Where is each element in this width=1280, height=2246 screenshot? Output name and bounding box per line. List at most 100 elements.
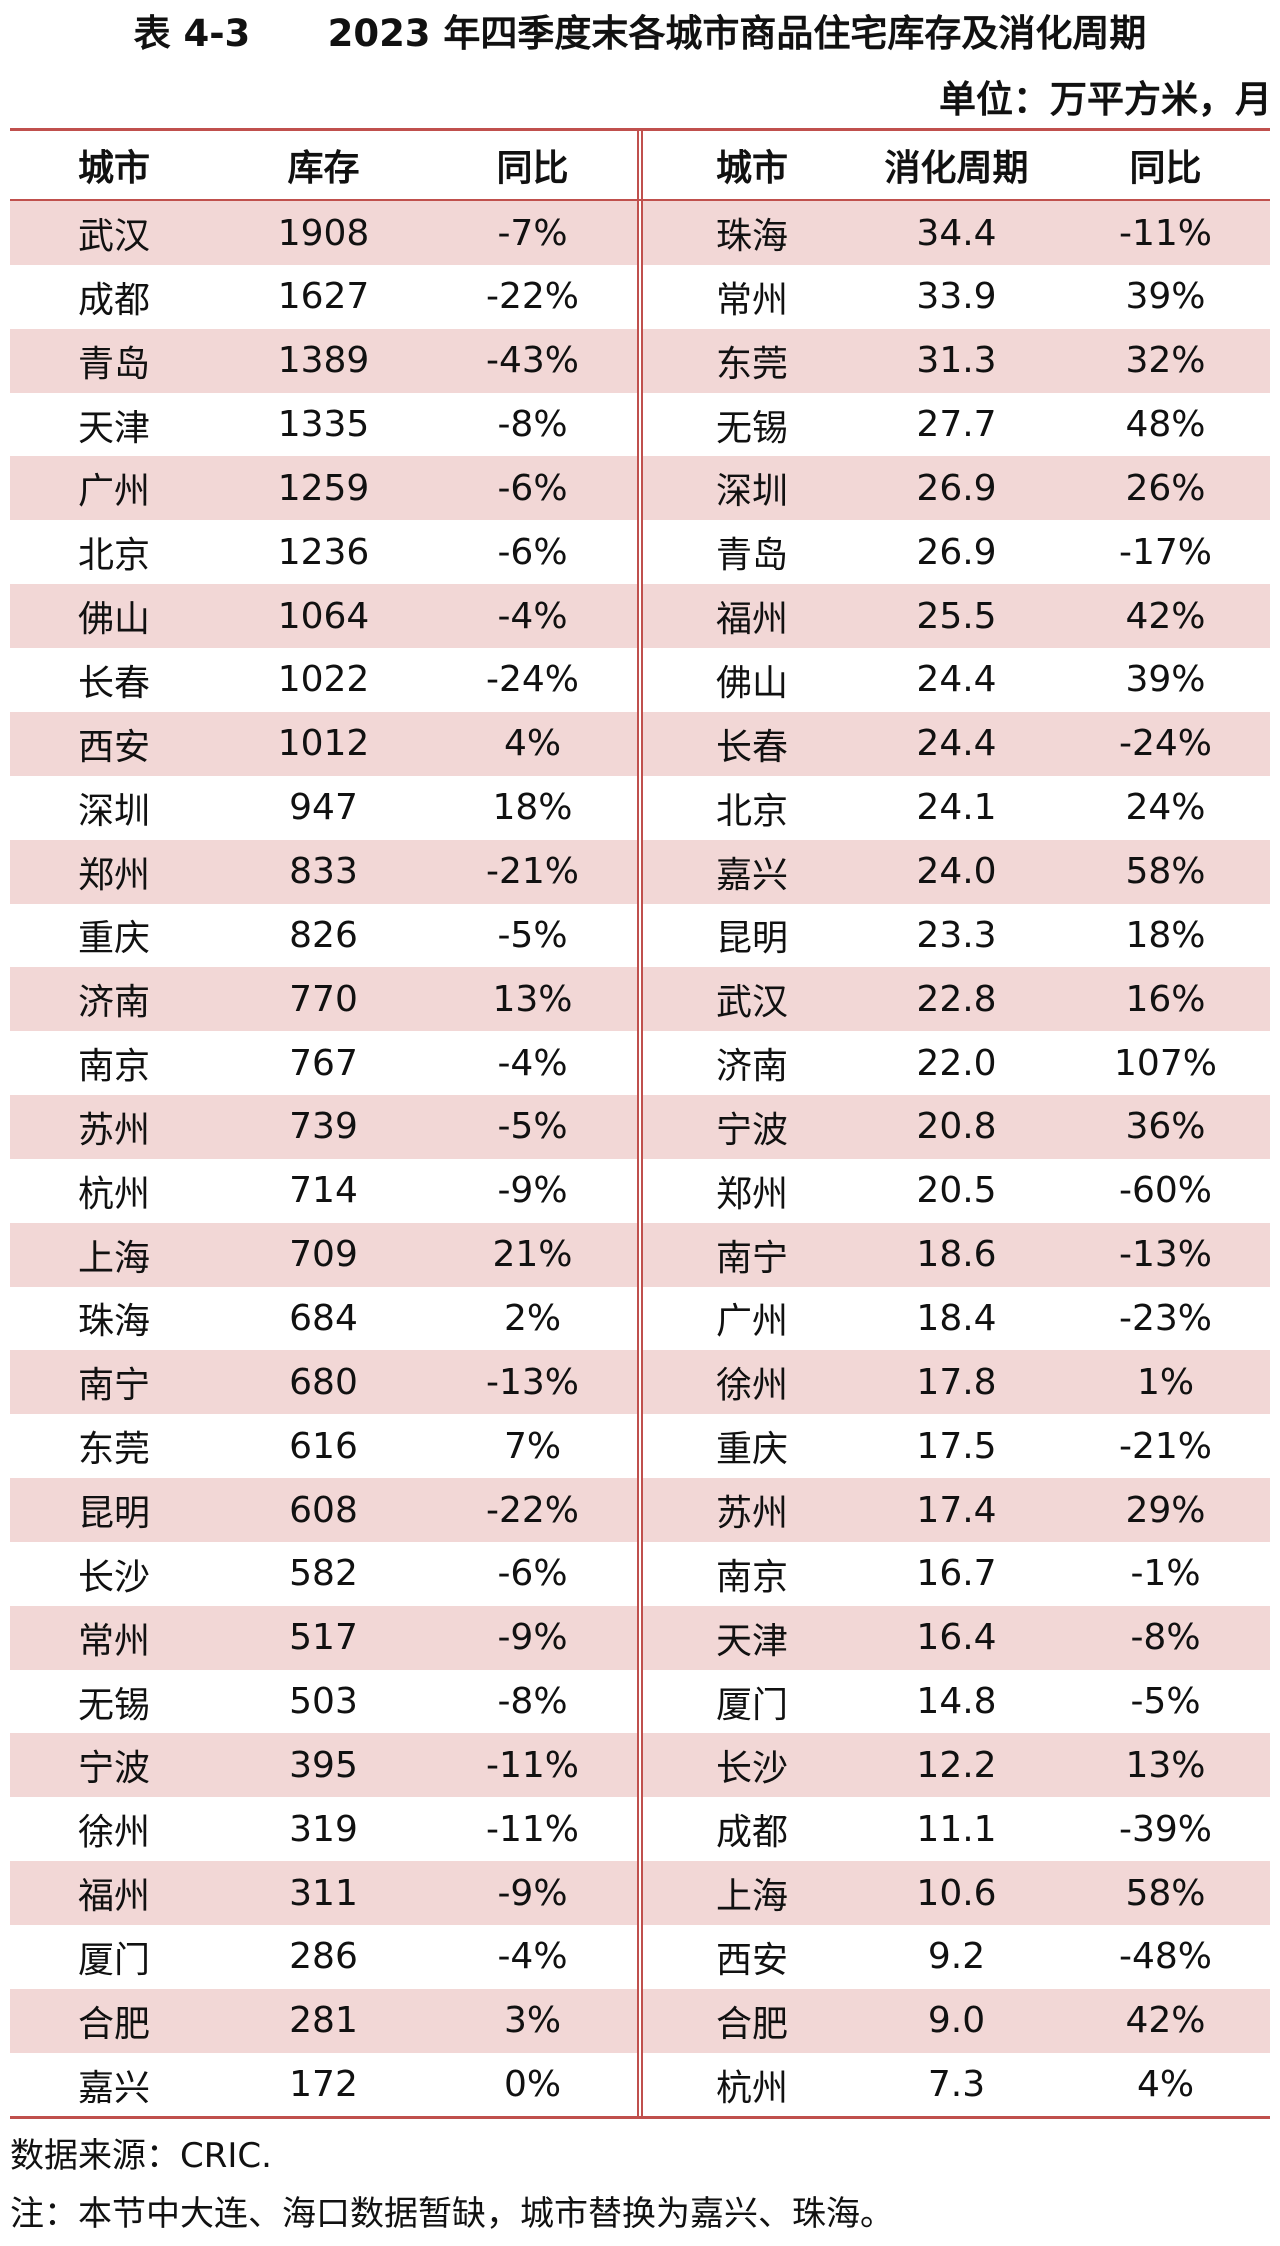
inventory-header-row: 城市 库存 同比 (10, 131, 637, 199)
table-row: 无锡 503 -8% (10, 1670, 637, 1734)
table-row: 南宁 680 -13% (10, 1350, 637, 1415)
yoy-cell: 24% (1125, 787, 1206, 829)
city-cell: 宁波 (78, 1748, 151, 1790)
yoy-cell: 58% (1125, 851, 1206, 892)
table-row: 昆明 608 -22% (10, 1478, 637, 1542)
city-cell: 南宁 (78, 1365, 151, 1407)
header-city: 城市 (716, 148, 789, 189)
yoy-cell: 21% (492, 1234, 573, 1276)
yoy-cell: 13% (492, 978, 573, 1020)
city-cell: 珠海 (78, 1301, 151, 1343)
city-cell: 宁波 (716, 1109, 789, 1151)
table-row: 杭州 714 -9% (10, 1159, 637, 1223)
city-cell: 西安 (78, 726, 151, 768)
yoy-cell: -6% (497, 467, 568, 509)
table-row: 宁波 20.8 36% (643, 1094, 1270, 1159)
table-row: 南京 767 -4% (10, 1031, 637, 1095)
inventory-cell: 319 (289, 1808, 358, 1850)
table-row: 杭州 7.3 4% (643, 2053, 1270, 2117)
inventory-cell: 608 (289, 1489, 358, 1531)
city-cell: 嘉兴 (716, 854, 789, 896)
yoy-cell: 42% (1125, 2000, 1206, 2042)
yoy-cell: 26% (1125, 467, 1206, 509)
table-row: 东莞 31.3 32% (643, 328, 1270, 393)
yoy-cell: 13% (1125, 1744, 1206, 1786)
city-cell: 福州 (78, 1876, 151, 1918)
cycle-cell: 20.5 (916, 1170, 997, 1212)
city-cell: 厦门 (716, 1684, 789, 1726)
yoy-cell: -60% (1118, 1170, 1212, 1212)
city-cell: 厦门 (78, 1939, 151, 1981)
cycle-cell: 33.9 (916, 276, 997, 318)
yoy-cell: 48% (1125, 404, 1206, 446)
table-row: 合肥 281 3% (10, 1988, 637, 2053)
yoy-cell: -4% (497, 1936, 568, 1978)
city-cell: 东莞 (716, 343, 789, 385)
city-cell: 天津 (78, 407, 151, 449)
table-row: 深圳 26.9 26% (643, 456, 1270, 521)
table-row: 北京 24.1 24% (643, 776, 1270, 840)
yoy-cell: -11% (485, 1808, 579, 1850)
footnote: 注：本节中大连、海口数据暂缺，城市替换为嘉兴、珠海。 (10, 2194, 894, 2234)
city-cell: 徐州 (78, 1812, 151, 1854)
city-cell: 东莞 (78, 1429, 151, 1471)
city-cell: 南宁 (716, 1237, 789, 1279)
city-cell: 北京 (716, 790, 789, 832)
table-row: 天津 1335 -8% (10, 393, 637, 457)
city-cell: 徐州 (716, 1365, 789, 1407)
table-row: 上海 10.6 58% (643, 1861, 1270, 1926)
table-row: 重庆 17.5 -21% (643, 1414, 1270, 1478)
city-cell: 郑州 (78, 854, 151, 896)
table-row: 武汉 1908 -7% (10, 201, 637, 265)
city-cell: 深圳 (716, 471, 789, 513)
cycle-cell: 26.9 (916, 531, 997, 573)
table-row: 郑州 20.5 -60% (643, 1159, 1270, 1223)
cycle-cell: 18.4 (916, 1297, 997, 1339)
inventory-cell: 714 (289, 1170, 358, 1212)
city-cell: 昆明 (78, 1493, 151, 1534)
table-row: 厦门 14.8 -5% (643, 1670, 1270, 1734)
table-row: 武汉 22.8 16% (643, 967, 1270, 1032)
yoy-cell: -21% (1118, 1425, 1212, 1467)
yoy-cell: 29% (1125, 1489, 1206, 1531)
yoy-cell: -39% (1118, 1808, 1212, 1850)
city-cell: 深圳 (78, 790, 151, 832)
inventory-cell: 172 (289, 2064, 358, 2106)
city-cell: 郑州 (716, 1173, 789, 1215)
cycle-cell: 17.5 (916, 1425, 997, 1467)
header-cycle: 消化周期 (884, 148, 1029, 189)
table-row: 长沙 582 -6% (10, 1542, 637, 1606)
cycle-cell: 17.8 (916, 1361, 997, 1403)
table-row: 苏州 739 -5% (10, 1094, 637, 1159)
yoy-cell: -24% (1118, 723, 1212, 765)
city-cell: 武汉 (78, 216, 151, 257)
cycle-cell: 10.6 (916, 1872, 997, 1914)
inventory-cell: 1908 (277, 212, 370, 254)
city-cell: 武汉 (716, 982, 789, 1024)
yoy-cell: -17% (1118, 531, 1212, 573)
cycle-cell: 24.0 (916, 851, 997, 892)
city-cell: 无锡 (716, 407, 789, 449)
table-row: 成都 11.1 -39% (643, 1797, 1270, 1861)
yoy-cell: -11% (1118, 212, 1212, 254)
cycle-cell: 16.4 (916, 1617, 997, 1659)
city-cell: 苏州 (716, 1493, 789, 1534)
header-rule (10, 199, 1270, 201)
yoy-cell: 39% (1125, 276, 1206, 318)
yoy-cell: -13% (485, 1361, 579, 1403)
inventory-cell: 281 (289, 2000, 358, 2042)
inventory-cell: 767 (289, 1042, 358, 1084)
inventory-cell: 1064 (277, 595, 370, 637)
cycle-header-row: 城市 消化周期 同比 (643, 131, 1270, 199)
table-row: 天津 16.4 -8% (643, 1605, 1270, 1670)
table-row: 常州 33.9 39% (643, 265, 1270, 329)
inventory-cell: 684 (289, 1297, 358, 1339)
table-row: 昆明 23.3 18% (643, 903, 1270, 967)
city-cell: 苏州 (78, 1109, 151, 1151)
city-cell: 成都 (716, 1812, 789, 1854)
yoy-cell: 7% (503, 1425, 562, 1467)
table-row: 成都 1627 -22% (10, 265, 637, 329)
data-source: 数据来源：CRIC. (10, 2136, 272, 2176)
inventory-cell: 770 (289, 978, 358, 1020)
inventory-cell: 395 (289, 1744, 358, 1786)
